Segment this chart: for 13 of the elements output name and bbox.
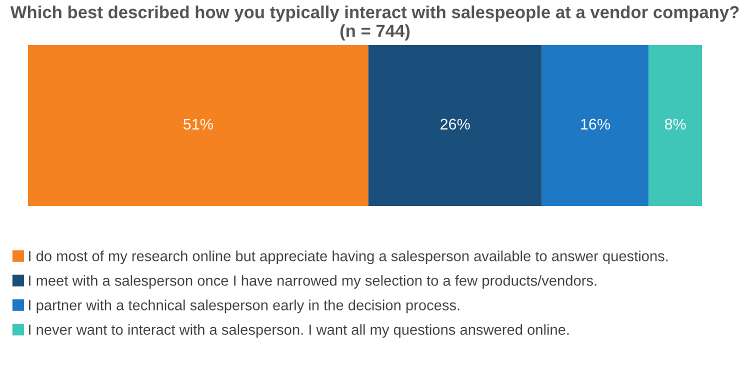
bar: [542, 45, 649, 206]
bar: [648, 45, 702, 206]
bar: [28, 45, 368, 206]
chart-title: Which best described how you typically interact with salespeople at a vendor company? (n = 744): [10, 6, 739, 40]
legend-label: I do most of my research online but appreciate having a salesperson available to answer questions.: [29, 250, 668, 264]
legend-label: I meet with a salesperson once I have narrowed my selection to a few products/vendors.: [29, 275, 596, 289]
data-label: 51%: [183, 118, 213, 130]
bar: [368, 45, 542, 206]
legend-label: I never want to interact with a salesperson. I want all my questions answered online.: [29, 324, 569, 338]
data-label: 16%: [581, 118, 610, 130]
data-label: 26%: [440, 118, 470, 130]
legend-label: I partner with a technical salesperson early in the decision process.: [29, 300, 460, 314]
data-label: 8%: [664, 118, 686, 130]
